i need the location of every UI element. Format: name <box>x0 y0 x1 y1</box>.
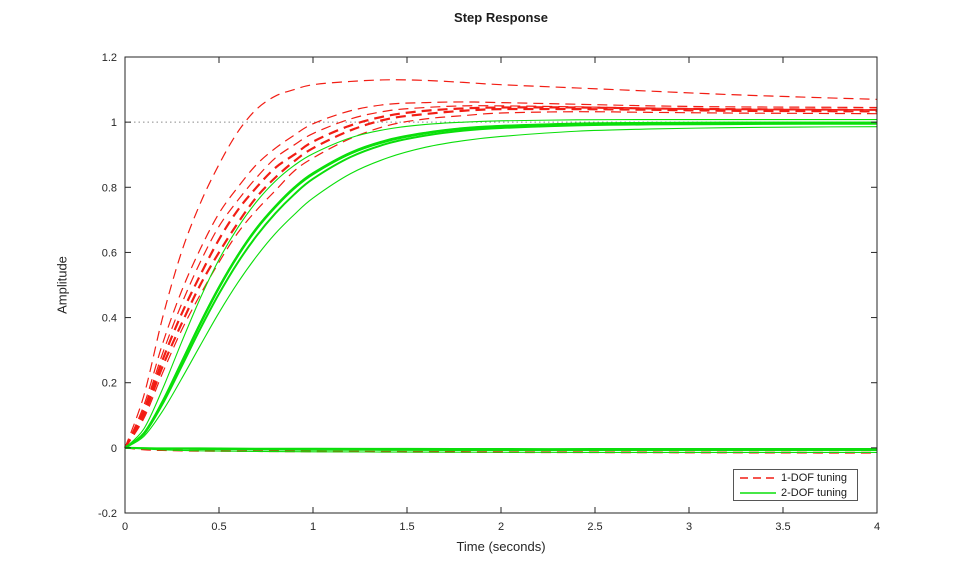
y-tick-label: 0.2 <box>102 378 117 390</box>
y-tick-label: -0.2 <box>98 508 117 520</box>
y-tick-label: 0.6 <box>102 247 117 259</box>
x-tick-label: 2 <box>498 521 504 533</box>
dashed-line-sample-icon <box>740 476 776 479</box>
legend-entry-2dof: 2-DOF tuning <box>734 485 857 500</box>
series-1dof-step-model3 <box>124 105 878 449</box>
series-1dof-step-model1 <box>124 79 878 449</box>
solid-line-sample-icon <box>740 491 776 494</box>
y-tick-label: 1.2 <box>102 52 117 64</box>
series-2dof-step-model1 <box>124 118 877 449</box>
series-2dof-step-model4 <box>124 122 878 449</box>
x-tick-label: 1 <box>310 521 316 533</box>
y-tick-label: 0 <box>111 443 117 455</box>
legend-entry-1dof: 1-DOF tuning <box>734 470 857 485</box>
series-2dof-step-model3 <box>124 121 878 449</box>
series-1dof-step-model2 <box>124 101 878 449</box>
x-tick-label: 0.5 <box>211 521 226 533</box>
series-1dof-step-model4 <box>124 106 878 449</box>
series-2dof-flat-model2 <box>124 447 877 452</box>
chart-title: Step Response <box>454 10 548 25</box>
x-tick-label: 3 <box>686 521 692 533</box>
series-2dof-flat-model3 <box>124 447 877 453</box>
series-1dof-step-model6 <box>124 111 878 449</box>
x-tick-label: 1.5 <box>399 521 414 533</box>
series-1dof-flat-model1 <box>124 447 878 454</box>
x-tick-label: 2.5 <box>587 521 602 533</box>
series-2dof-step-model2 <box>124 121 878 449</box>
x-tick-label: 4 <box>874 521 880 533</box>
y-tick-label: 0.4 <box>102 313 117 325</box>
legend: 1-DOF tuning 2-DOF tuning <box>733 469 858 501</box>
x-tick-label: 0 <box>122 521 128 533</box>
series-2dof-flat-model1 <box>124 446 877 451</box>
x-axis-label: Time (seconds) <box>456 539 546 554</box>
y-tick-label: 0.8 <box>102 182 117 194</box>
series-2dof-step-model5 <box>124 126 878 449</box>
legend-label-2dof: 2-DOF tuning <box>781 486 848 499</box>
series-1dof-step-model5 <box>124 107 878 449</box>
x-tick-label: 3.5 <box>775 521 790 533</box>
legend-label-1dof: 1-DOF tuning <box>781 471 848 484</box>
y-tick-label: 1 <box>111 117 117 129</box>
